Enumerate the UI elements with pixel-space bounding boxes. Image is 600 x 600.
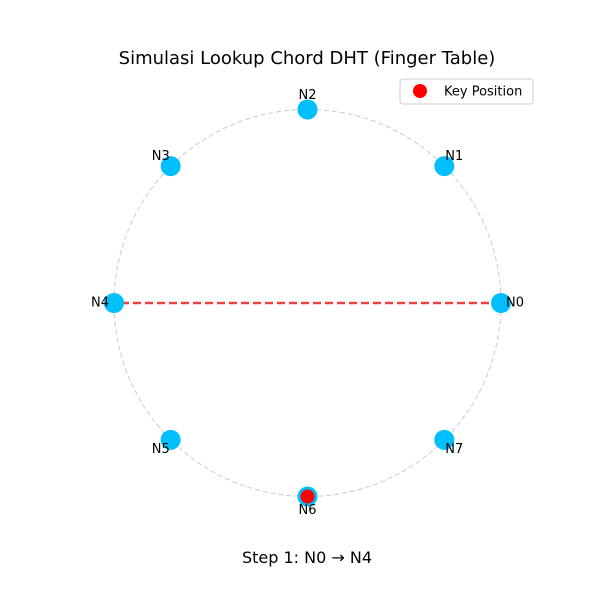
node-label-n7: N7 <box>445 442 463 457</box>
node-n3 <box>160 156 181 177</box>
node-n2 <box>297 99 318 120</box>
node-label-n4: N4 <box>91 296 109 311</box>
legend-box <box>399 78 534 105</box>
key-layer <box>300 489 315 504</box>
chart-title: Simulasi Lookup Chord DHT (Finger Table) <box>119 48 496 69</box>
node-n1 <box>434 156 455 177</box>
key-position-marker <box>300 489 315 504</box>
node-n7 <box>434 429 455 450</box>
legend-key-marker <box>413 84 427 98</box>
node-label-n3: N3 <box>152 149 170 164</box>
ring-nodes: N0 N1 N2 N3 N4 N5 N6 N7 <box>91 88 524 518</box>
node-n5 <box>160 429 181 450</box>
node-n0 <box>491 293 511 313</box>
legend: Key Position <box>399 78 534 105</box>
node-label-n1: N1 <box>445 149 463 164</box>
node-label-n5: N5 <box>152 442 170 457</box>
node-label-n0: N0 <box>506 296 524 311</box>
node-label-n6: N6 <box>299 503 317 518</box>
legend-key-label: Key Position <box>444 85 522 100</box>
node-label-n2: N2 <box>299 88 317 103</box>
step-text: Step 1: N0 → N4 <box>242 548 372 567</box>
node-n4 <box>104 293 124 313</box>
